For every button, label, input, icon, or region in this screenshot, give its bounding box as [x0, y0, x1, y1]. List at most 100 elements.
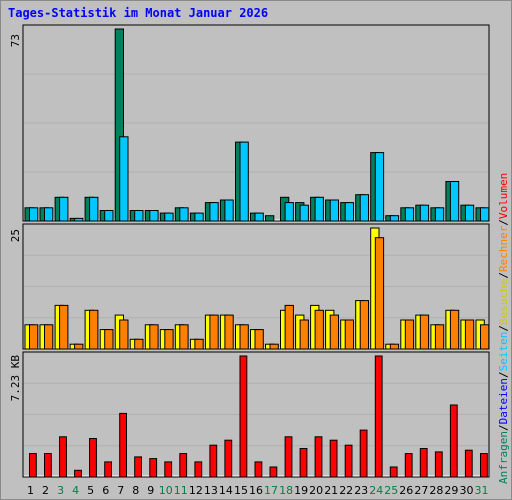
rechner-bar-day-11: [179, 324, 189, 350]
day-label-9: 9: [147, 484, 154, 497]
rechner-bar-day-14: [224, 314, 234, 350]
volumen-bar-day-17: [269, 466, 278, 478]
anfragen-bar-day-17: [265, 215, 275, 222]
seiten-bar-day-13: [209, 202, 219, 222]
seiten-bar-day-21: [329, 199, 340, 222]
volumen-bar-day-27: [419, 448, 428, 478]
day-label-19: 19: [294, 484, 308, 497]
legend-segment-0: Anfragen: [497, 431, 510, 484]
volumen-bar-day-2: [44, 453, 52, 478]
rechner-bar-day-21: [329, 314, 340, 350]
legend-segment-9: /: [497, 219, 510, 226]
seiten-bar-day-14: [224, 199, 234, 222]
volumen-bar-day-20: [314, 436, 323, 478]
rechner-bar-day-23: [359, 300, 370, 350]
volumen-bar-day-14: [224, 439, 233, 478]
legend-segment-6: Besuche: [497, 279, 510, 325]
volumen-bar-day-11: [179, 453, 188, 478]
day-label-5: 5: [87, 484, 94, 497]
volumen-bar-day-7: [119, 412, 127, 478]
seiten-bar-day-3: [59, 196, 69, 222]
volumen-bar-day-13: [209, 444, 218, 478]
rechner-bar-day-2: [44, 324, 54, 350]
volumen-bar-day-18: [284, 436, 293, 478]
volumen-bar-day-24: [374, 355, 383, 478]
seiten-bar-day-8: [134, 210, 144, 222]
volumen-bar-day-16: [254, 461, 263, 478]
volumen-bar-day-5: [89, 438, 97, 478]
day-label-22: 22: [339, 484, 353, 497]
rechner-bar-day-30: [464, 319, 475, 350]
rechner-bar-day-13: [209, 314, 219, 350]
seiten-bar-day-15: [239, 141, 249, 222]
day-label-27: 27: [414, 484, 428, 497]
day-label-10: 10: [159, 484, 173, 497]
day-label-18: 18: [279, 484, 293, 497]
rechner-bar-day-17: [269, 343, 279, 350]
rechner-bar-day-3: [59, 304, 69, 350]
rechner-bar-day-18: [284, 304, 294, 350]
rechner-bar-day-1: [29, 324, 39, 350]
legend-segment-2: Dateien: [497, 378, 510, 424]
volumen-bar-day-23: [359, 429, 368, 478]
legend-segment-4: Seiten: [497, 332, 510, 372]
volumen-bar-day-8: [134, 456, 142, 478]
rechner-bar-day-10: [164, 329, 174, 350]
bars-layer: [24, 28, 490, 478]
day-label-23: 23: [354, 484, 368, 497]
day-label-21: 21: [324, 484, 338, 497]
rechner-bar-day-16: [254, 329, 264, 350]
volumen-bar-day-15: [239, 355, 248, 478]
seiten-bar-day-2: [44, 207, 54, 222]
volumen-bar-day-3: [59, 436, 67, 478]
rechner-bar-day-9: [149, 324, 159, 350]
chart-title: Tages-Statistik im Monat Januar 2026: [8, 6, 269, 20]
volumen-bar-day-28: [434, 451, 443, 478]
middle-panel-max-label: 25: [9, 229, 22, 242]
day-label-12: 12: [189, 484, 203, 497]
day-label-4: 4: [72, 484, 79, 497]
volumen-bar-day-10: [164, 461, 173, 478]
day-label-30: 30: [460, 484, 474, 497]
legend-segment-10: Volumen: [497, 173, 510, 219]
y-axis-labels: 73 25 7.23 KB: [9, 34, 22, 401]
rechner-bar-day-5: [89, 309, 99, 350]
rechner-bar-day-7: [119, 319, 129, 350]
day-label-1: 1: [27, 484, 34, 497]
seiten-bar-day-29: [449, 181, 460, 222]
rechner-bar-day-26: [404, 319, 415, 350]
rechner-bar-day-4: [74, 343, 84, 350]
rechner-bar-day-27: [419, 314, 430, 350]
seiten-bar-day-25: [389, 215, 400, 222]
panels-layer: [22, 24, 490, 478]
seiten-bar-day-27: [419, 204, 430, 222]
day-label-31: 31: [475, 484, 489, 497]
seiten-bar-day-12: [194, 212, 204, 222]
volumen-bar-day-30: [464, 449, 473, 478]
rechner-bar-day-19: [299, 319, 309, 350]
rechner-bar-day-20: [314, 309, 324, 350]
day-label-16: 16: [249, 484, 263, 497]
volumen-bar-day-9: [149, 458, 158, 478]
rechner-bar-day-25: [389, 343, 400, 350]
day-label-8: 8: [132, 484, 139, 497]
seiten-bar-day-24: [374, 152, 385, 222]
seiten-bar-day-22: [344, 202, 355, 222]
volumen-bar-day-25: [389, 466, 398, 478]
day-label-20: 20: [309, 484, 323, 497]
rechner-bar-day-29: [449, 309, 460, 350]
volumen-bar-day-31: [480, 453, 488, 478]
volumen-bar-day-29: [449, 404, 458, 478]
volumen-bar-day-6: [104, 461, 112, 478]
seiten-bar-day-19: [299, 204, 309, 222]
seiten-bar-day-20: [314, 196, 324, 222]
seiten-bar-day-28: [434, 207, 445, 222]
seiten-bar-day-31: [480, 207, 490, 222]
seiten-bar-day-4: [74, 217, 84, 222]
day-label-25: 25: [384, 484, 398, 497]
seiten-bar-day-18: [284, 202, 294, 222]
seiten-bar-day-9: [149, 210, 159, 222]
volumen-bar-day-22: [344, 444, 353, 478]
day-label-6: 6: [102, 484, 109, 497]
volumen-bar-day-19: [299, 448, 308, 478]
